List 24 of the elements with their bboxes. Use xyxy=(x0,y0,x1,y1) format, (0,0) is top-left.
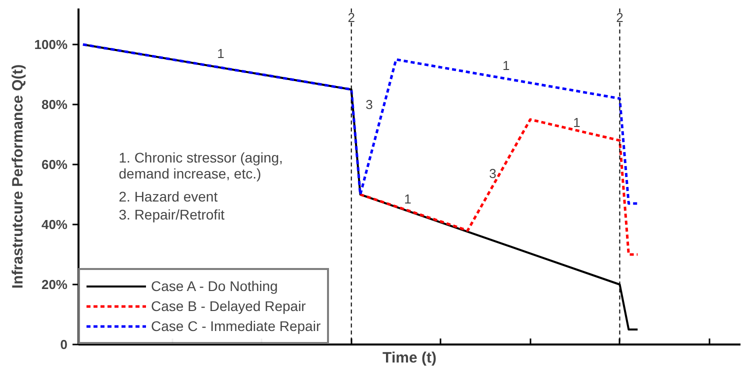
annotation: 3 xyxy=(489,166,496,181)
y-tick-label: 100% xyxy=(34,37,68,52)
annotation: 1. Chronic stressor (aging, demand increase, etc.) xyxy=(118,150,283,182)
annotation: 2 xyxy=(616,10,624,25)
legend-label: Case B - Delayed Repair xyxy=(151,298,306,314)
y-tick-label: 80% xyxy=(41,97,68,112)
annotation: 3. Repair/Retrofit xyxy=(118,206,225,222)
y-axis-title: Infrastrutcure Performance Q(t) xyxy=(9,64,26,289)
annotation: 1 xyxy=(404,192,412,206)
line-series xyxy=(359,118,639,256)
annotation: 2 xyxy=(348,10,355,25)
annotation: 2. Hazard event xyxy=(118,188,218,204)
line-series xyxy=(82,43,639,205)
annotation: 1 xyxy=(217,46,224,61)
y-tick-label: 40% xyxy=(41,217,68,232)
y-tick-label: 20% xyxy=(41,277,68,292)
annotation: 1 xyxy=(573,115,580,130)
legend-label: Case A - Do Nothing xyxy=(151,278,278,294)
y-tick-label: 60% xyxy=(41,157,68,172)
legend-label: Case C - Immediate Repair xyxy=(151,318,321,334)
y-tick-label: 0 xyxy=(60,337,68,352)
annotation: 3 xyxy=(366,97,373,112)
x-axis-title: Time (t) xyxy=(382,350,436,366)
annotation: 1 xyxy=(502,58,510,73)
